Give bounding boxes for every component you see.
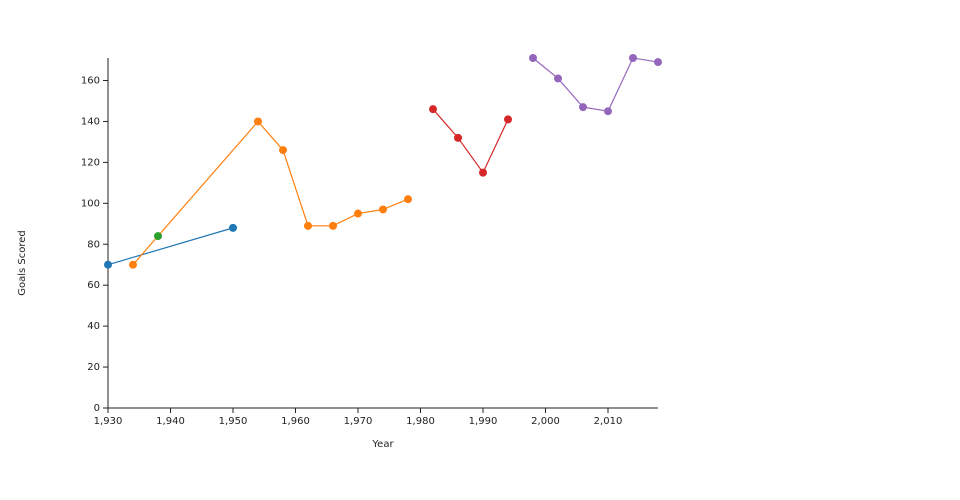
x-tick-label: 2,010 [594, 416, 623, 427]
y-tick-label: 0 [94, 403, 100, 414]
data-point [304, 221, 312, 230]
data-point [504, 115, 512, 124]
y-tick-label: 80 [87, 239, 100, 250]
y-tick-label: 120 [81, 157, 100, 168]
y-tick-label: 20 [87, 362, 100, 373]
data-point [104, 260, 112, 269]
series-line [432, 108, 509, 174]
y-tick-label: 140 [81, 116, 100, 127]
data-point [404, 195, 412, 204]
data-point [354, 209, 362, 218]
y-axis-title: Goals Scored [17, 230, 28, 296]
y-tick-label: 100 [81, 198, 100, 209]
series-line [132, 120, 409, 266]
x-axis-title: Year [371, 439, 394, 450]
data-point [254, 117, 262, 126]
data-point [154, 232, 162, 241]
x-tick-label: 1,950 [219, 416, 248, 427]
data-point [454, 133, 462, 142]
y-tick-label: 40 [87, 321, 100, 332]
data-point [279, 146, 287, 155]
x-tick-label: 1,970 [344, 416, 373, 427]
data-point [529, 54, 537, 62]
x-tick-label: 1,940 [156, 416, 185, 427]
y-tick-label: 60 [87, 280, 100, 291]
series-line [532, 57, 659, 112]
data-point [379, 205, 387, 214]
data-point [329, 221, 337, 230]
data-point [654, 58, 662, 67]
data-point [554, 74, 562, 83]
x-tick-label: 1,990 [469, 416, 498, 427]
x-tick-label: 1,980 [406, 416, 435, 427]
data-point [579, 103, 587, 112]
series-line [107, 227, 234, 266]
data-point [129, 260, 137, 269]
y-tick-label: 160 [81, 76, 100, 87]
data-point [479, 168, 487, 177]
x-tick-label: 2,000 [531, 416, 560, 427]
data-point [604, 107, 612, 116]
data-point [229, 223, 237, 232]
x-tick-label: 1,960 [281, 416, 310, 427]
data-point [429, 105, 437, 114]
data-point [629, 54, 637, 62]
x-tick-label: 1,930 [94, 416, 123, 427]
